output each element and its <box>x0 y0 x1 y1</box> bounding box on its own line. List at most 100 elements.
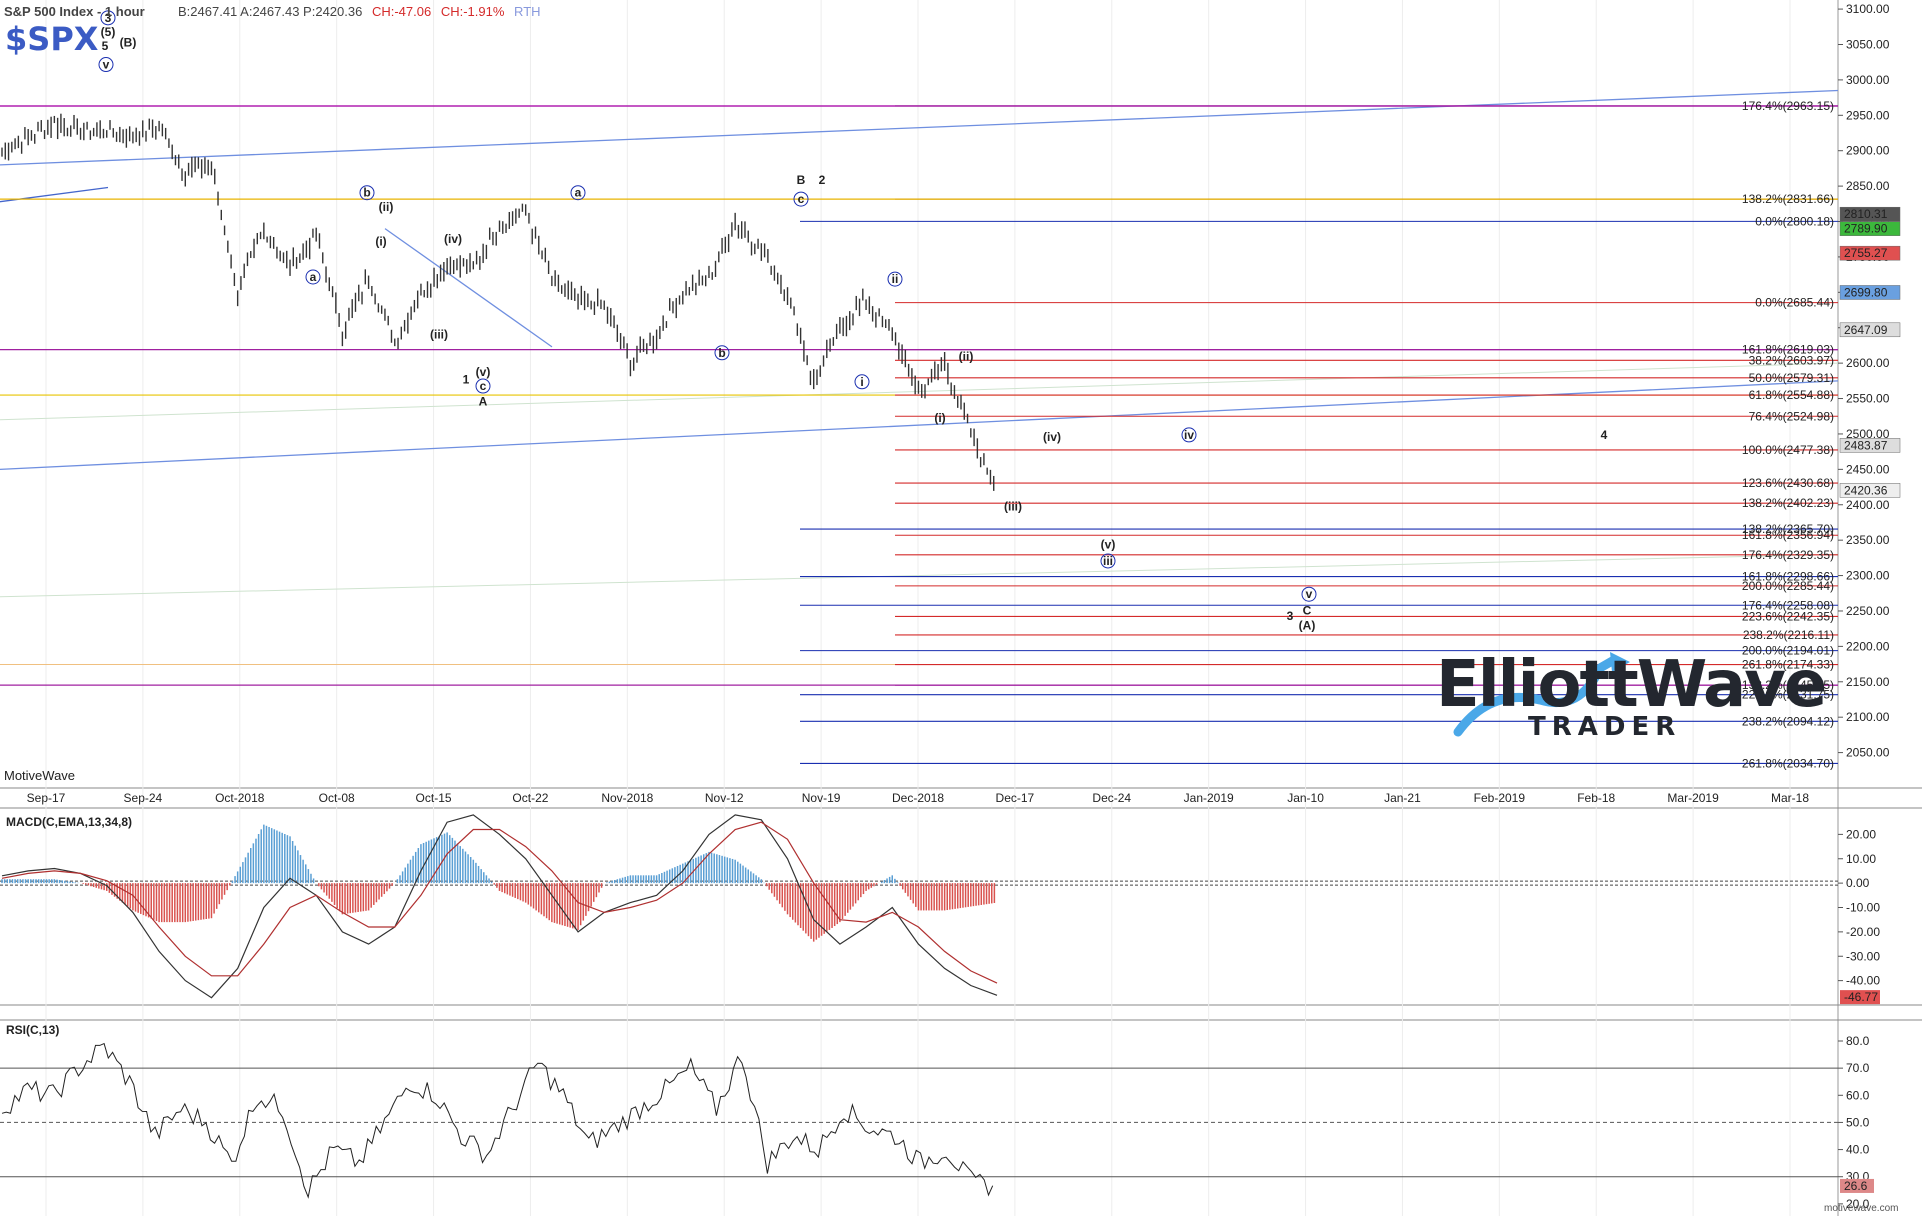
y-tick-label: 2050.00 <box>1846 746 1890 760</box>
fib-level-label: 261.8%(2174.33) <box>1742 658 1834 672</box>
x-tick-label: Feb-2019 <box>1474 791 1526 805</box>
trend-channel-faint <box>0 553 1839 598</box>
fib-level-label: 123.6%(2430.68) <box>1742 476 1834 490</box>
y-tick-label: 2500.00 <box>1846 427 1890 441</box>
macd-tick-label: -30.00 <box>1846 949 1880 963</box>
macd-tick-label: -40.00 <box>1846 974 1880 988</box>
fib-level-label: 223.6%(2131.75) <box>1742 688 1834 702</box>
wave-label: 1 <box>463 373 470 387</box>
x-tick-label: Nov-19 <box>802 791 841 805</box>
macd-tick-label: -10.00 <box>1846 901 1880 915</box>
wave-label: (iii) <box>1004 499 1022 513</box>
change-points: CH:-47.06 <box>371 4 432 19</box>
wave-label: ii <box>892 272 899 286</box>
fib-level-label: 223.6%(2242.35) <box>1742 609 1834 623</box>
wave-label-circle <box>359 185 375 201</box>
wedge-trendline <box>384 228 553 348</box>
wave-label: (B) <box>120 36 137 50</box>
wave-label: a <box>575 186 582 200</box>
macd-tick-label: 0.00 <box>1846 876 1870 890</box>
fib-level-label: 200.0%(2194.01) <box>1742 644 1834 658</box>
x-tick-label: Oct-2018 <box>215 791 265 805</box>
wave-label: (v) <box>1101 538 1116 552</box>
fib-level-label: 50.0%(2579.31) <box>1749 371 1834 385</box>
price-bars <box>1 113 995 491</box>
fib-level-label: 61.8%(2554.88) <box>1749 388 1834 402</box>
y-tick-label: 3050.00 <box>1846 37 1890 51</box>
wave-label: (iv) <box>444 232 462 246</box>
wave-label: b <box>718 346 725 360</box>
macd-tick-label: 20.00 <box>1846 827 1876 841</box>
y-tick-label: 2200.00 <box>1846 639 1890 653</box>
price-tag-label: 2483.87 <box>1844 438 1888 452</box>
price-tag <box>1839 206 1901 222</box>
x-tick-label: Feb-18 <box>1577 791 1615 805</box>
wave-label: iv <box>1184 428 1194 442</box>
fib-level-label: 161.8%(2356.94) <box>1742 528 1834 542</box>
price-tag <box>1839 483 1901 498</box>
x-tick-label: Jan-2019 <box>1184 791 1234 805</box>
price-tag <box>1839 322 1901 338</box>
price-tag-label: 2699.80 <box>1844 285 1888 299</box>
wave-label-circle <box>793 191 809 207</box>
wave-label-circle <box>475 378 491 394</box>
rsi-tick-label: 40.0 <box>1846 1143 1870 1157</box>
wave-label: (ii) <box>379 200 394 214</box>
macd-signal-line <box>1 821 998 984</box>
chart-title: S&P 500 Index - 1 hour <box>4 4 145 19</box>
wave-label: 3 <box>1287 609 1294 623</box>
wave-label: i <box>860 375 863 389</box>
price-tag-label: 2647.09 <box>1844 323 1888 337</box>
rsi-tick-label: 50.0 <box>1846 1115 1870 1129</box>
y-tick-label: 2900.00 <box>1846 144 1890 158</box>
wave-label: 3 <box>105 11 112 25</box>
y-tick-label: 2350.00 <box>1846 533 1890 547</box>
macd-tick-label: -20.00 <box>1846 925 1880 939</box>
wave-label: A <box>479 395 488 409</box>
x-tick-label: Oct-15 <box>416 791 452 805</box>
price-tag <box>1839 285 1901 300</box>
wave-label: c <box>480 379 487 393</box>
fib-level-label: 138.2%(2831.66) <box>1742 192 1834 206</box>
fib-level-label: 0.0%(2685.44) <box>1755 296 1834 310</box>
logo-subtitle: TRADER <box>1528 712 1682 742</box>
macd-histogram <box>1 824 996 942</box>
y-tick-label: 2600.00 <box>1846 356 1890 370</box>
x-tick-label: Dec-2018 <box>892 791 944 805</box>
wave-label: b <box>363 186 370 200</box>
wave-label-circle <box>1301 586 1317 602</box>
wave-label: (iv) <box>1043 430 1061 444</box>
change-percent: CH:-1.91% <box>440 4 505 19</box>
macd-value-tag <box>1840 990 1880 1005</box>
quote-bar: B:2467.41 A:2467.43 P:2420.36 CH:-47.06 … <box>178 4 541 19</box>
macd-title: MACD(C,EMA,13,34,8) <box>6 815 132 829</box>
y-tick-label: 2250.00 <box>1846 604 1890 618</box>
rsi-value-tag <box>1840 1178 1874 1193</box>
y-tick-label: 2850.00 <box>1846 179 1890 193</box>
wave-label: v <box>103 58 110 72</box>
fib-level-label: 138.2%(2402.23) <box>1742 496 1834 510</box>
trend-channel-upper <box>0 89 1839 166</box>
y-tick-label: 2300.00 <box>1846 569 1890 583</box>
x-tick-label: Mar-2019 <box>1667 791 1719 805</box>
x-tick-label: Dec-24 <box>1092 791 1131 805</box>
logo-wordmark: ElliottWave <box>1436 648 1827 722</box>
x-tick-label: Jan-10 <box>1287 791 1324 805</box>
fib-level-label: 261.8%(2034.70) <box>1742 756 1834 770</box>
wave-swoosh-icon <box>1453 652 1630 737</box>
watermark: MotiveWave <box>4 768 76 783</box>
wave-label-circle <box>98 57 114 73</box>
ticker-symbol: $SPX <box>5 20 99 58</box>
fib-level-label: 238.2%(2094.12) <box>1742 714 1834 728</box>
x-tick-label: Mar-18 <box>1771 791 1809 805</box>
y-tick-label: 2550.00 <box>1846 392 1890 406</box>
x-tick-label: Nov-2018 <box>601 791 653 805</box>
bid-ask-price: B:2467.41 A:2467.43 P:2420.36 <box>178 4 363 19</box>
wave-label-circle <box>887 271 903 287</box>
price-tag-label: 2420.36 <box>1844 483 1888 497</box>
x-tick-label: Oct-08 <box>319 791 355 805</box>
x-tick-label: Sep-17 <box>27 791 66 805</box>
fib-level-label: 161.8%(2298.66) <box>1742 570 1834 584</box>
